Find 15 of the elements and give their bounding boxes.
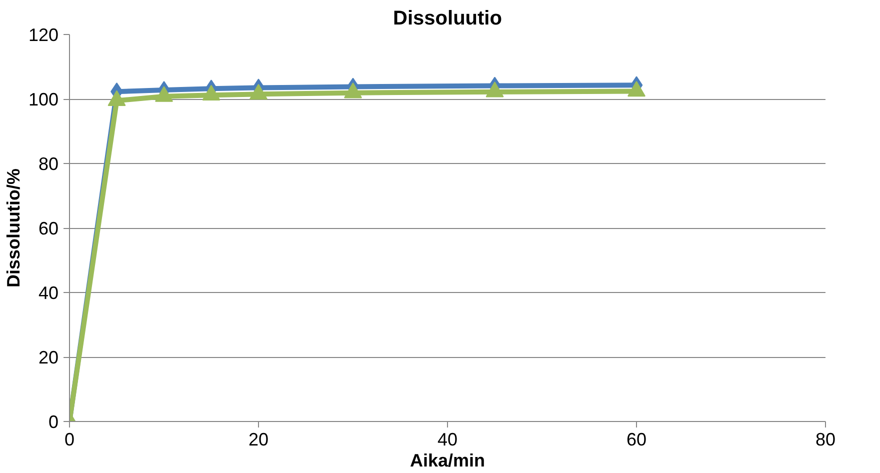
- x-axis-title: Aika/min: [410, 450, 486, 470]
- x-tick-label: 0: [64, 430, 75, 450]
- x-tick-label: 20: [248, 430, 269, 450]
- y-tick-label: 60: [38, 218, 59, 238]
- x-tick-label: 60: [626, 430, 647, 450]
- y-tick-label: 40: [38, 283, 59, 303]
- y-axis-title: Dissoluutio/%: [3, 168, 24, 288]
- x-tick-label: 80: [815, 430, 836, 450]
- chart-title: Dissoluutio: [393, 8, 502, 30]
- y-tick-label: 80: [38, 154, 59, 174]
- y-tick-label: 120: [28, 25, 59, 45]
- y-tick-label: 100: [28, 90, 59, 110]
- y-tick-label: 20: [38, 348, 59, 368]
- y-tick-label: 0: [48, 412, 59, 432]
- x-tick-label: 40: [437, 430, 458, 450]
